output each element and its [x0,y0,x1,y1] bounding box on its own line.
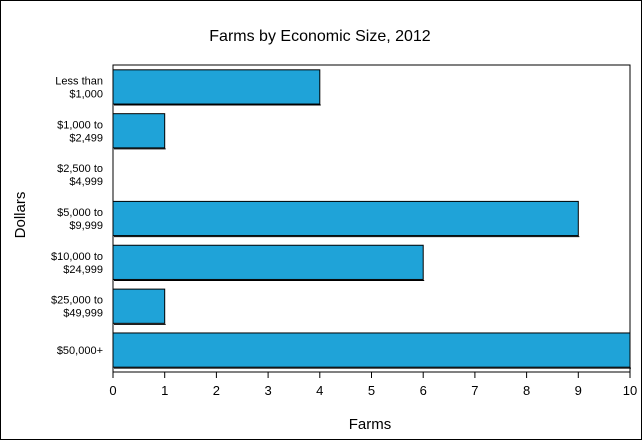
bar-3 [112,200,579,237]
bar-6 [112,332,631,368]
y-category-labels: Less than $1,000 $1,000 to $2,499 $2,500 to $… [51,75,103,357]
x-tick-label-10: 10 [623,383,637,398]
category-label-1: $1,000 to $2,499 [57,119,103,144]
category-label-2: $2,500 to $4,999 [57,163,103,188]
bar-5 [112,288,166,324]
bar-0 [112,69,321,105]
x-tick-label-3: 3 [264,383,271,398]
x-tick-label-7: 7 [471,383,478,398]
x-tick-label-4: 4 [316,383,323,398]
bar-1 [112,113,166,149]
category-label-5: $25,000 to $49,999 [51,295,103,320]
chart-title: Farms by Economic Size, 2012 [209,28,431,45]
x-axis-ticks: 0 1 2 3 4 5 6 7 8 9 10 [109,372,637,398]
x-tick-label-9: 9 [575,383,582,398]
x-tick-label-1: 1 [161,383,168,398]
x-tick-label-2: 2 [213,383,220,398]
x-tick-label-5: 5 [368,383,375,398]
x-tick-label-0: 0 [109,383,116,398]
bars-group [112,69,631,369]
category-label-6: $50,000+ [57,345,103,357]
x-axis-label: Farms [349,416,392,433]
category-label-0: Less than $1,000 [55,75,103,100]
category-label-4: $10,000 to $24,999 [51,251,103,276]
x-tick-label-8: 8 [523,383,530,398]
x-tick-label-6: 6 [420,383,427,398]
category-label-3: $5,000 to $9,999 [57,207,103,232]
y-axis-label: Dollars [12,192,29,239]
bar-4 [112,244,424,280]
